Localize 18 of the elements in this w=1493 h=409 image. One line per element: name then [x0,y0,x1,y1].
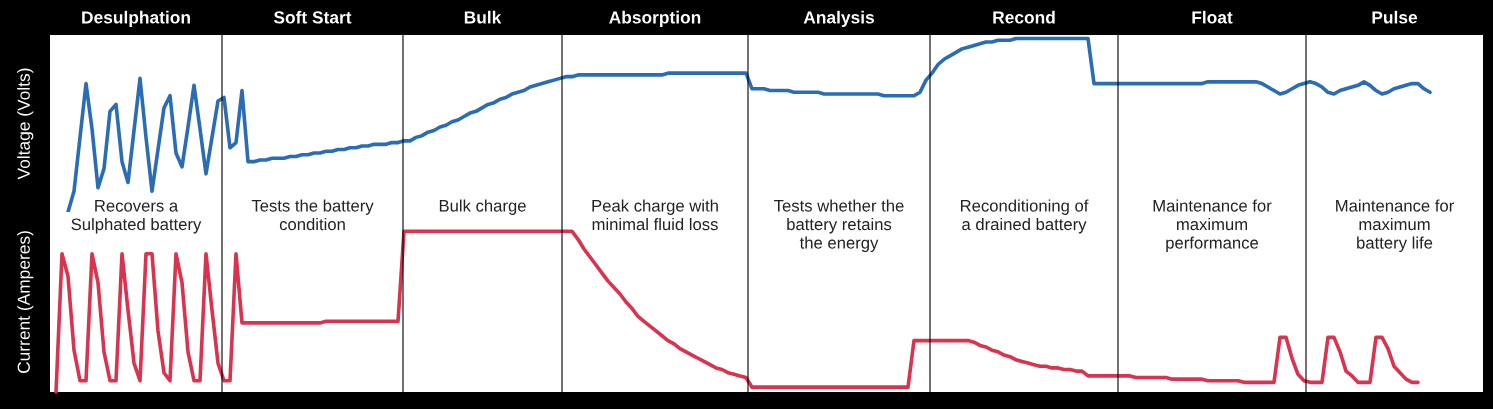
annotation: Tests whether the battery retains the energy [774,199,904,253]
text: Analysis [803,10,874,27]
annotation: Peak charge with minimal fluid loss [592,199,718,231]
text: Pulse [1372,10,1418,24]
text: Recond [993,10,1055,24]
annotation: Reconditioning of a drained battery [960,199,1089,234]
annotation: Bulk charge [439,199,526,215]
annotation: Maintenance for maximum performance [1153,199,1272,253]
y-axis-title: Voltage (Volts) [17,68,34,180]
text: Absorption [609,10,701,27]
text: Desulphation [82,10,190,27]
annotation: Tests the battery condition [251,199,374,231]
text: Soft Start [273,10,352,24]
text: Bulk [464,10,502,24]
annotation: Maintenance for maximum battery life [1336,199,1454,253]
text: Float [1192,10,1233,24]
annotation: Recovers a Sulphated battery [71,200,202,234]
y-axis-title: Current (Amperes) [17,231,34,373]
